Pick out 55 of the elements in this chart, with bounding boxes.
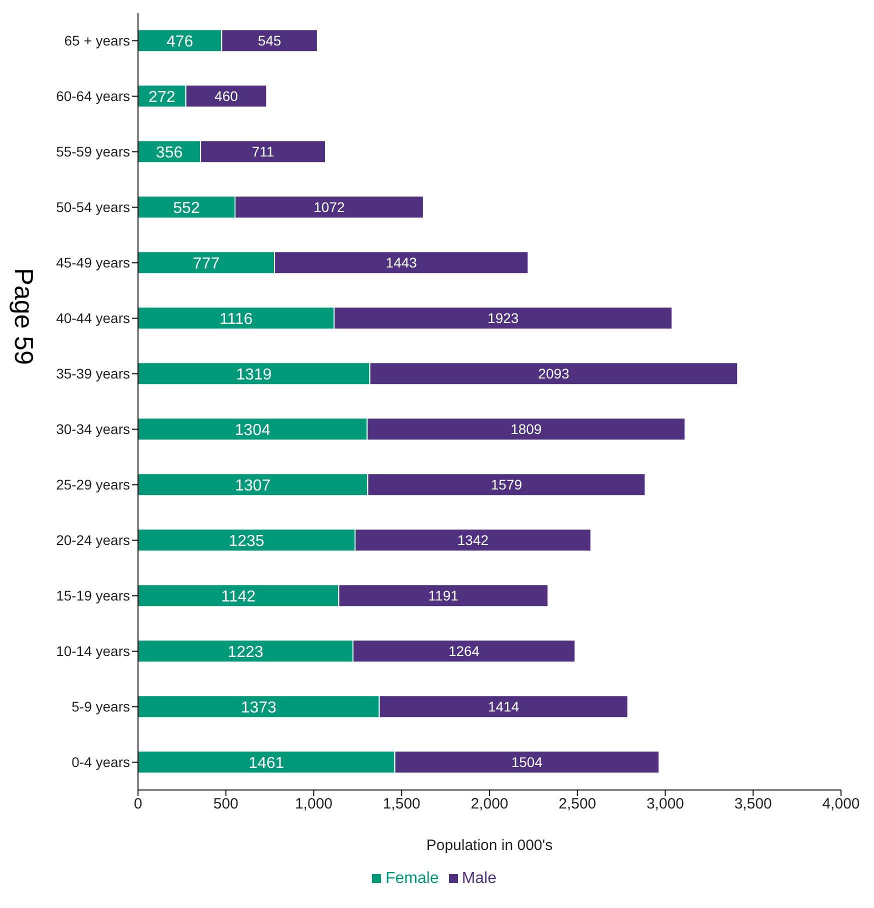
data-label: 272 bbox=[148, 88, 176, 106]
data-label: 2093 bbox=[538, 366, 570, 382]
data-label: 1923 bbox=[488, 310, 519, 326]
x-tick-label: 4,000 bbox=[822, 796, 860, 813]
x-tick-label: 3,500 bbox=[734, 796, 772, 813]
y-tick-label: 0-4 years bbox=[72, 754, 130, 770]
y-tick-label: 55-59 years bbox=[56, 144, 130, 160]
x-tick-label: 2,000 bbox=[470, 796, 508, 813]
x-tick-label: 500 bbox=[213, 796, 238, 813]
y-tick-label: 25-29 years bbox=[56, 476, 130, 493]
y-tick-label: 10-14 years bbox=[56, 643, 130, 660]
x-tick-label: 2,500 bbox=[558, 796, 596, 813]
data-label: 1142 bbox=[221, 588, 256, 606]
data-label: 1307 bbox=[235, 477, 271, 494]
data-label: 1809 bbox=[510, 421, 542, 438]
y-tick-label: 60-64 years bbox=[56, 88, 130, 104]
legend-label: Male bbox=[462, 870, 497, 887]
data-label: 1579 bbox=[490, 476, 522, 493]
y-tick-label: 35-39 years bbox=[56, 366, 130, 382]
y-tick-label: 5-9 years bbox=[72, 698, 130, 715]
y-tick-label: 50-54 years bbox=[56, 199, 130, 216]
data-label: 777 bbox=[192, 255, 220, 272]
data-label: 1443 bbox=[386, 254, 418, 271]
data-label: 1414 bbox=[488, 698, 520, 715]
legend-label: Female bbox=[385, 870, 439, 887]
y-tick-label: 65 + years bbox=[64, 32, 130, 49]
data-label: 460 bbox=[214, 88, 238, 104]
data-label: 552 bbox=[173, 200, 200, 217]
data-label: 1072 bbox=[314, 199, 345, 216]
data-label: 1304 bbox=[234, 422, 270, 439]
data-label: 476 bbox=[166, 33, 194, 50]
data-label: 1223 bbox=[228, 644, 264, 661]
data-label: 1504 bbox=[511, 754, 543, 770]
x-tick-label: 0 bbox=[134, 796, 142, 813]
data-label: 1116 bbox=[219, 310, 253, 328]
data-label: 1191 bbox=[428, 588, 459, 604]
x-tick-label: 1,500 bbox=[382, 796, 420, 813]
data-label: 1342 bbox=[457, 532, 489, 548]
data-label: 545 bbox=[258, 32, 282, 49]
y-tick-label: 20-24 years bbox=[56, 532, 130, 548]
data-label: 1373 bbox=[240, 699, 277, 716]
data-label: 1319 bbox=[236, 366, 272, 384]
data-label: 1461 bbox=[248, 754, 284, 772]
data-label: 711 bbox=[252, 144, 274, 160]
data-label: 1264 bbox=[448, 643, 480, 660]
y-tick-label: 45-49 years bbox=[56, 254, 130, 271]
data-label: 356 bbox=[156, 144, 183, 162]
data-label: 1235 bbox=[228, 532, 264, 550]
y-tick-label: 15-19 years bbox=[56, 588, 130, 604]
y-tick-label: 40-44 years bbox=[56, 310, 130, 326]
y-tick-label: 30-34 years bbox=[56, 421, 130, 438]
x-tick-label: 3,000 bbox=[646, 796, 684, 813]
x-tick-label: 1,000 bbox=[294, 796, 333, 813]
x-axis-title: Population in 000's bbox=[426, 837, 553, 854]
text: Page 59 bbox=[8, 268, 39, 365]
